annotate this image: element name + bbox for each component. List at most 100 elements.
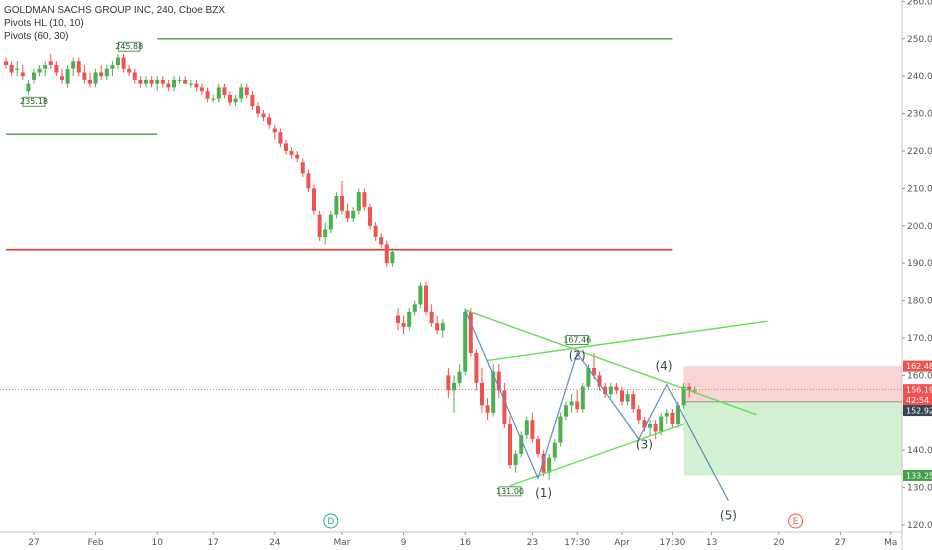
candle-body: [267, 117, 272, 125]
candle-body: [664, 412, 669, 417]
candle-body: [216, 87, 221, 99]
candle: [541, 450, 546, 477]
candle: [474, 349, 479, 391]
time-tick-label: Feb: [88, 538, 104, 548]
candle: [104, 64, 109, 80]
candle-body: [362, 192, 367, 208]
candle-body: [552, 442, 557, 458]
candle-body: [681, 386, 686, 406]
candle-body: [239, 87, 244, 99]
wave-labels: (1) (2) (3) (4) (5): [535, 349, 737, 523]
candle-body: [93, 72, 98, 84]
indicator-pivots-hl[interactable]: Pivots HL (10, 10): [4, 18, 84, 29]
wave-path: [464, 309, 729, 501]
time-tick-label: 23: [527, 538, 538, 548]
time-tick-label: 27: [835, 538, 846, 548]
candle-body: [48, 61, 53, 65]
candle: [71, 57, 76, 77]
candle-body: [608, 386, 613, 395]
candle-body: [692, 390, 697, 392]
candle-body: [323, 229, 328, 238]
candle-body: [244, 87, 249, 95]
candle-body: [575, 401, 580, 410]
candle-body: [278, 132, 283, 144]
candle-body: [429, 311, 434, 324]
candle-body: [43, 64, 48, 69]
candle: [149, 76, 154, 88]
candle-body: [592, 367, 596, 376]
price-tag-box: [903, 394, 932, 406]
price-tag: 152.92: [903, 405, 932, 417]
candle: [233, 94, 238, 107]
candle: [396, 308, 400, 331]
candle-body: [356, 192, 361, 211]
candle: [530, 412, 535, 443]
candle: [608, 382, 613, 398]
candle-body: [485, 405, 490, 413]
pivot-label: 235.18: [20, 96, 48, 107]
candle: [424, 281, 428, 316]
candle: [272, 124, 277, 140]
candle-body: [37, 68, 42, 73]
candle: [418, 281, 423, 309]
candle: [261, 109, 266, 122]
candle: [580, 382, 585, 413]
candle: [664, 409, 669, 425]
candle: [60, 68, 64, 84]
candle-body: [384, 244, 389, 264]
candle-body: [648, 424, 652, 428]
candle-body: [306, 173, 311, 189]
candle: [407, 308, 412, 331]
candle: [312, 184, 316, 215]
candle: [228, 91, 232, 107]
candle-body: [631, 394, 636, 410]
candle-body: [659, 416, 664, 432]
risk-reward-zones[interactable]: [683, 366, 902, 476]
candle: [88, 72, 92, 88]
time-axis[interactable]: 27 Feb 10 17 24 Mar 9 16 23 17:30 Apr 17:30 13 20 27 Ma: [0, 531, 902, 548]
candle-body: [530, 420, 535, 439]
price-tick-label: 240.00: [907, 72, 932, 82]
price-tick-label: 130.00: [907, 484, 932, 494]
candle-body: [670, 412, 675, 425]
candle: [138, 76, 143, 88]
indicator-pivots[interactable]: Pivots (60, 30): [4, 31, 69, 42]
candle: [592, 352, 596, 380]
candle-body: [373, 225, 378, 238]
candle: [524, 416, 529, 439]
candle-body: [71, 61, 76, 69]
candle-body: [272, 128, 277, 133]
price-tag-text: 133.25: [906, 471, 932, 480]
candle: [636, 405, 641, 425]
candle-body: [317, 214, 322, 238]
price-tick-label: 210.00: [907, 184, 932, 194]
candle-body: [653, 424, 658, 432]
candle: [9, 61, 14, 77]
candle-body: [440, 323, 445, 331]
candle: [216, 83, 221, 103]
candle-body: [345, 210, 350, 219]
price-tag: 42:54: [903, 394, 932, 406]
candle: [177, 76, 182, 84]
candle: [681, 382, 686, 410]
event-marker: D: [323, 513, 339, 529]
candle-body: [334, 195, 339, 215]
candle: [631, 390, 636, 413]
candle: [401, 315, 406, 335]
symbol-title[interactable]: GOLDMAN SACHS GROUP INC, 240, Cboe BZX: [4, 5, 225, 16]
candle-body: [564, 405, 568, 417]
price-tag: 133.25: [903, 469, 932, 481]
candle-body: [424, 285, 428, 312]
price-tag-text: 152.92: [906, 407, 932, 416]
candle: [239, 83, 244, 103]
candle-body: [474, 352, 479, 383]
candle-body: [116, 57, 120, 65]
candle: [625, 390, 630, 406]
elliott-wave[interactable]: [464, 309, 729, 501]
candle-body: [687, 386, 692, 391]
candle-body: [177, 79, 182, 81]
price-tick-label: 140.00: [907, 446, 932, 456]
candle: [435, 315, 440, 335]
